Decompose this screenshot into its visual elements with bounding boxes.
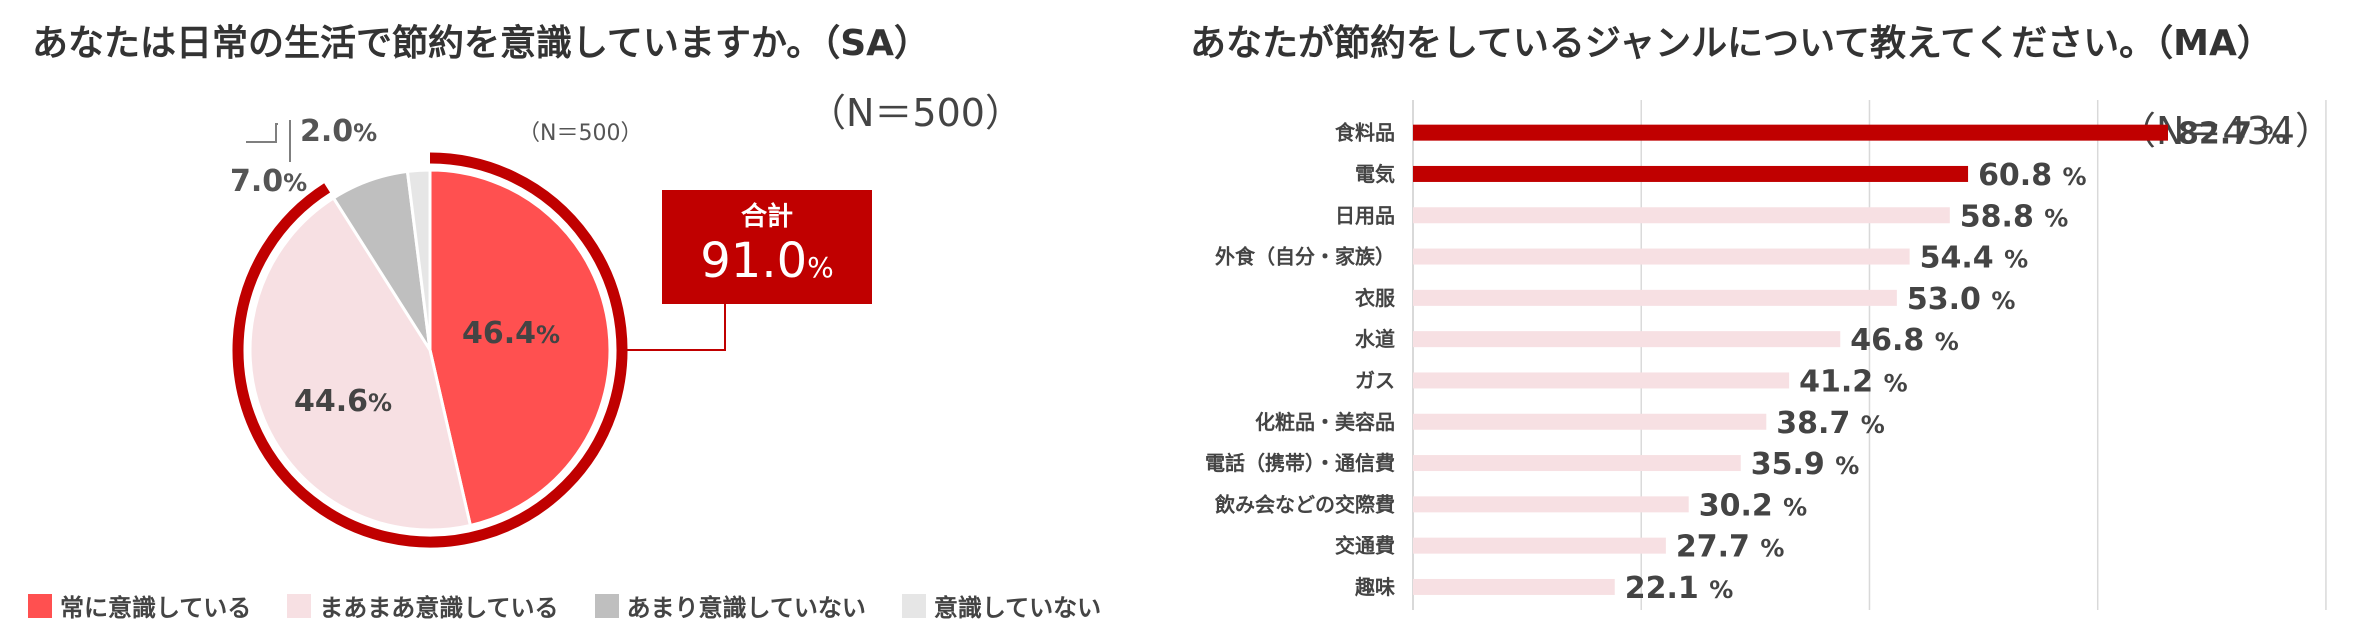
bar-value-unit: % (2063, 163, 2087, 191)
bar-category-label: ガス (1355, 368, 1395, 392)
bar-value-label: 27.7 % (1676, 530, 1785, 565)
legend-label-always: 常に意識している (60, 594, 252, 622)
bar-9 (1413, 496, 1689, 513)
pie-label-somewhat: 44.6% (294, 384, 393, 419)
total-unit: % (807, 251, 834, 284)
bar-category-label: 食料品 (1335, 121, 1395, 145)
bar-value-label: 58.8 % (1960, 199, 2069, 234)
bar-category-label: 衣服 (1355, 286, 1396, 310)
bar-category-label: 趣味 (1354, 575, 1395, 599)
bar-8 (1413, 455, 1741, 472)
bar-value-unit: % (2004, 246, 2028, 274)
legend-item-somewhat: まあまあ意識している (287, 588, 559, 623)
bar-11 (1413, 578, 1615, 595)
bar-3 (1413, 248, 1910, 265)
bar-category-label: 飲み会などの交際費 (1214, 492, 1395, 516)
bar-value-label: 30.2 % (1699, 488, 1808, 523)
bar-category-label: 日用品 (1335, 203, 1395, 227)
legend-label-not-much: あまり意識していない (626, 594, 866, 622)
bar-category-label: 外食（自分・家族） (1215, 245, 1395, 269)
legend-swatch-not-much (594, 593, 619, 618)
bar-value-unit: % (1760, 535, 1784, 563)
bar-10 (1413, 537, 1666, 554)
total-box: 合計 91.0% (662, 190, 872, 304)
legend-label-not-at-all: 意識していない (933, 594, 1102, 622)
total-value: 91.0 (700, 233, 808, 289)
legend-swatch-always (28, 593, 52, 618)
bar-value-label: 54.4 % (1920, 241, 2029, 276)
bar-0 (1413, 124, 2168, 141)
pie-label-always: 46.4% (462, 316, 561, 351)
bar-category-label: 交通費 (1335, 534, 1395, 558)
pie-total-ring (232, 152, 628, 548)
bar-category-label: 水道 (1355, 327, 1395, 351)
total-connector-line (618, 282, 726, 351)
bar-1 (1413, 165, 1969, 182)
bar-4 (1413, 289, 1897, 306)
bar-value-unit: % (1709, 576, 1733, 604)
bar-value-label: 60.8 % (1978, 158, 2087, 193)
bar-value-label: 53.0 % (1907, 282, 2016, 317)
legend-swatch-not-at-all (901, 593, 926, 618)
pie-slice-always (428, 168, 612, 528)
pie-slice-somewhat (248, 195, 473, 532)
legend-item-always: 常に意識している (28, 588, 251, 623)
pie-sample-size-large: （N＝500） (808, 91, 1023, 135)
bar-value-unit: % (1991, 287, 2015, 315)
bar-value-label: 22.1 % (1625, 571, 1734, 606)
total-label: 合計 (740, 202, 793, 232)
bar-2 (1413, 207, 1950, 224)
pie-slice-not-at-all (405, 168, 432, 351)
pie-chart (232, 120, 726, 548)
legend-item-not-much: あまり意識していない (594, 588, 866, 623)
pie-label-not-much: 7.0% (230, 164, 308, 199)
bar-category-label: 電気 (1355, 162, 1395, 186)
bar-7 (1413, 413, 1767, 430)
bar-value-label: 46.8 % (1850, 323, 1959, 358)
bar-chart: 食料品 82.7 % 電気 60.8 % 日用品 58.8 % 外食（自分・家族） 54.4 … (1205, 100, 2327, 610)
bar-value-unit: % (1884, 369, 1908, 397)
leader-line-not-at-all (289, 120, 291, 162)
bar-value-unit: % (1835, 452, 1859, 480)
left-chart-title: あなたは日常の生活で節約を意識していますか。（SA） (32, 23, 930, 64)
bar-5 (1413, 331, 1841, 348)
bar-value-label: 35.9 % (1751, 447, 1860, 482)
pie-sample-size-small: （N＝500） (518, 121, 643, 146)
legend-item-not-at-all: 意識していない (901, 588, 1102, 623)
legend-swatch-somewhat (287, 593, 312, 618)
bar-category-label: 電話（携帯）・通信費 (1205, 451, 1395, 475)
bar-value-unit: % (2044, 204, 2068, 232)
bar-value-label: 41.2 % (1799, 364, 1908, 399)
leader-line-not-much (246, 123, 278, 143)
bar-6 (1413, 372, 1790, 389)
legend-label-somewhat: まあまあ意識している (319, 594, 559, 622)
bar-value-unit: % (1783, 493, 1807, 521)
pie-legend: 常に意識している まあまあ意識している あまり意識していない 意識していない (28, 588, 1101, 623)
bar-value-label: 38.7 % (1776, 406, 1885, 441)
pie-label-not-at-all: 2.0% (300, 114, 378, 149)
bar-value-label: 82.7 % (2178, 117, 2287, 152)
right-chart-title: あなたが節約をしているジャンルについて教えてください。（MA） (1190, 23, 2273, 64)
bar-category-label: 化粧品・美容品 (1255, 410, 1395, 434)
bar-value-unit: % (1861, 411, 1885, 439)
bar-value-unit: % (1935, 328, 1959, 356)
bar-value-unit: % (2262, 122, 2286, 150)
